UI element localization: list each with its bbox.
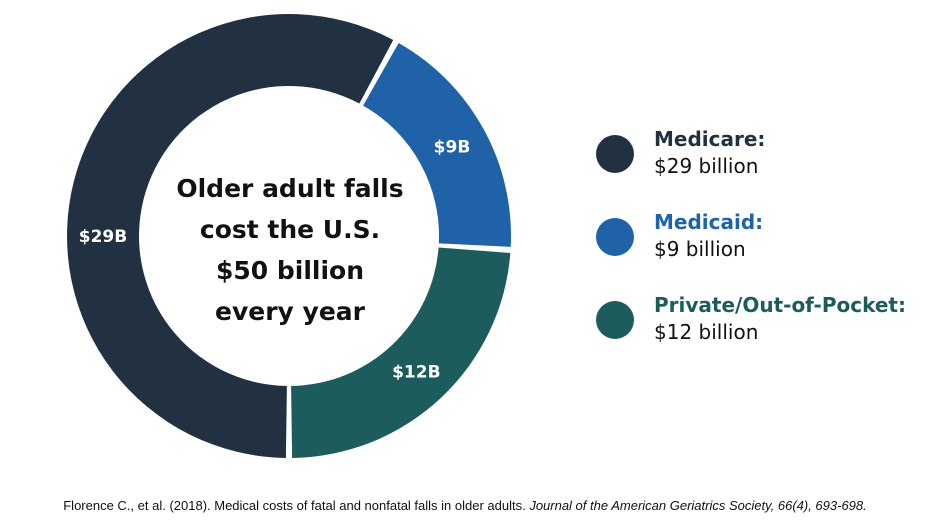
- legend-value-private: $12 billion: [654, 320, 759, 344]
- center-title-line-2: cost the U.S.: [199, 215, 381, 244]
- legend-item-private: Private/Out-of-Pocket: $12 billion: [596, 292, 926, 354]
- legend-swatch-private: [596, 301, 634, 339]
- slice-label-medicare: $29B: [79, 227, 127, 247]
- center-title-line-1: Older adult falls: [176, 174, 404, 203]
- legend-value-medicaid: $9 billion: [654, 237, 746, 261]
- legend-name-medicare: Medicare:: [654, 127, 766, 151]
- legend-name-private: Private/Out-of-Pocket:: [654, 293, 906, 317]
- citation-journal: Journal of the American Geriatrics Socie…: [529, 498, 867, 513]
- legend-swatch-medicaid: [596, 218, 634, 256]
- slice-label-private-out-of-pocket: $12B: [392, 363, 440, 383]
- donut-slice-private-out-of-pocket: [291, 247, 511, 458]
- legend-value-medicare: $29 billion: [654, 154, 759, 178]
- chart-center-title: Older adult falls cost the U.S. $50 bill…: [140, 168, 440, 332]
- legend-name-medicaid: Medicaid:: [654, 210, 764, 234]
- donut-slice-medicare: [67, 13, 394, 458]
- donut-chart: $29B $9B $12B: [67, 13, 511, 458]
- slice-label-medicaid: $9B: [434, 137, 471, 157]
- legend-item-medicaid: Medicaid: $9 billion: [596, 209, 926, 271]
- donut-slice-medicaid: [363, 42, 511, 247]
- chart-legend: Medicare: $29 billion Medicaid: $9 billi…: [596, 126, 926, 375]
- center-title-line-3: $50 billion: [215, 256, 365, 285]
- legend-swatch-medicare: [596, 135, 634, 173]
- citation: Florence C., et al. (2018). Medical cost…: [0, 498, 930, 513]
- legend-item-medicare: Medicare: $29 billion: [596, 126, 926, 188]
- citation-text: Florence C., et al. (2018). Medical cost…: [63, 498, 530, 513]
- center-title-line-4: every year: [215, 297, 365, 326]
